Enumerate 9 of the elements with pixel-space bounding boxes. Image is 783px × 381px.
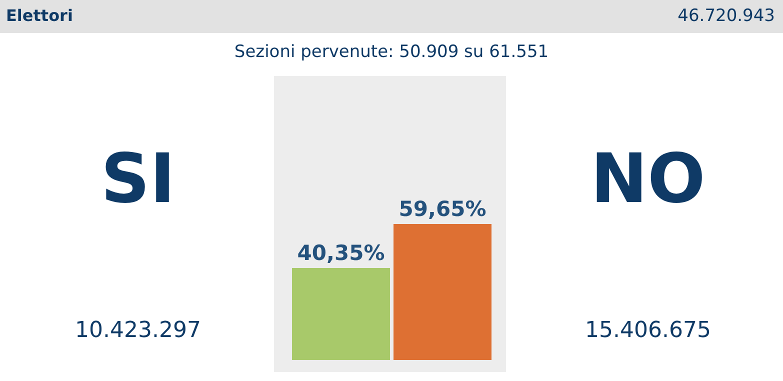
annotation: 10.423.297 bbox=[74, 318, 202, 343]
data-label: 59,65% bbox=[398, 197, 486, 221]
data-label: 40,35% bbox=[297, 241, 385, 266]
text: 46.720.943 bbox=[678, 6, 775, 26]
annotation: 15.406.675 bbox=[584, 318, 712, 343]
chart-subtitle: Sezioni pervenute: 50.909 su 61.551 bbox=[233, 42, 550, 62]
chart-title: Elettori bbox=[6, 6, 73, 25]
x-tick-label: NO bbox=[590, 140, 706, 219]
x-tick-label: SI bbox=[100, 140, 176, 219]
